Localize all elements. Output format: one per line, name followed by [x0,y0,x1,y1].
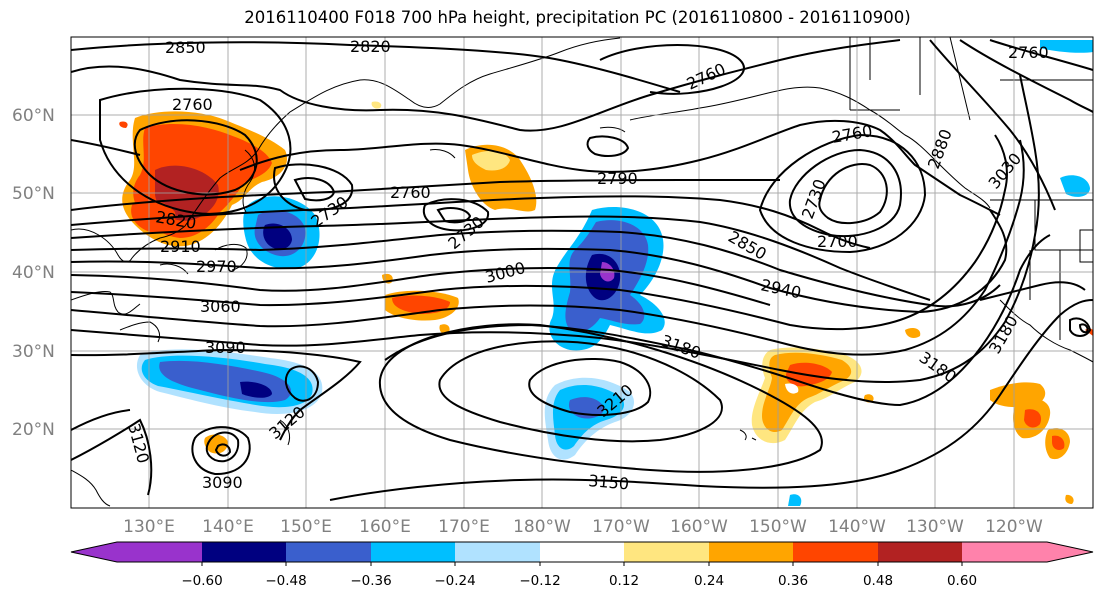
colorbar-segment [878,542,962,562]
colorbar-tick-label: −0.36 [350,573,391,589]
colorbar-labels: −0.60 −0.48 −0.36 −0.24 −0.12 0.12 0.24 … [181,573,977,589]
coastlines [71,37,1093,507]
contour-label: 3090 [205,338,246,357]
lat-label: 20°N [12,420,55,440]
colorbar-tick-label: 0.60 [947,573,977,589]
colorbar-segment [624,542,709,562]
lon-label: 140°E [202,517,254,537]
colorbar-tick-label: 0.24 [694,573,724,589]
contour-label: 2820 [350,37,391,56]
lon-label: 170°E [438,517,490,537]
colorbar-segment [709,542,793,562]
colorbar-extend-low [71,542,117,562]
colorbar-tick-label: 0.12 [609,573,639,589]
contour-label: 2850 [165,38,206,57]
lon-label: 140°W [828,517,886,537]
lon-label: 160°E [359,517,411,537]
map-title: 2016110400 F018 700 hPa height, precipit… [244,8,911,27]
contour-label: 2910 [160,237,201,256]
colorbar-extend-high [1047,542,1093,562]
lat-label: 30°N [12,342,55,362]
colorbar-tick-label: 0.36 [778,573,808,589]
colorbar-tick-label: −0.48 [265,573,306,589]
contour-label: 2700 [817,232,858,251]
contour-label: 2760 [1008,43,1049,62]
contour-label: 2790 [597,169,638,188]
contour-label: 3150 [588,471,630,493]
map-frame [70,36,1094,509]
precip-positive-shading [119,101,1093,504]
precip-negative-shading [136,40,1093,506]
contour-label: 2760 [390,183,431,202]
lat-label: 50°N [12,184,55,204]
colorbar-outline [70,541,1094,563]
lat-label: 60°N [12,106,55,126]
colorbar-segment [455,542,540,562]
colorbar-tick-label: −0.60 [181,573,222,589]
contour-label: 3090 [202,473,243,492]
lon-label: 150°E [280,517,332,537]
lon-label: 120°W [985,517,1043,537]
lon-label: 150°W [749,517,807,537]
colorbar-segment [793,542,878,562]
colorbar-tick-label: −0.12 [519,573,560,589]
colorbar-segment [202,542,286,562]
colorbar-segment [962,542,1047,562]
lon-label: 130°W [906,517,964,537]
colorbar-tick-label: 0.48 [863,573,893,589]
latitude-labels: 60°N 50°N 40°N 30°N 20°N [12,106,55,440]
colorbar-segment [371,542,455,562]
contour-label: 2970 [196,257,237,276]
contour-label: 3060 [200,297,241,316]
colorbar-segment [540,542,624,562]
colorbar [70,541,1094,566]
colorbar-segment [286,542,371,562]
lon-label: 170°W [592,517,650,537]
lon-label: 180°W [513,517,571,537]
lon-label: 160°W [670,517,728,537]
colorbar-segment [117,542,202,562]
lat-label: 40°N [12,263,55,283]
height-contours [71,39,1093,501]
lon-label: 130°E [123,517,175,537]
contour-label: 2760 [172,95,213,114]
colorbar-tick-label: −0.24 [434,573,475,589]
longitude-labels: 130°E 140°E 150°E 160°E 170°E 180°W 170°… [123,517,1043,537]
